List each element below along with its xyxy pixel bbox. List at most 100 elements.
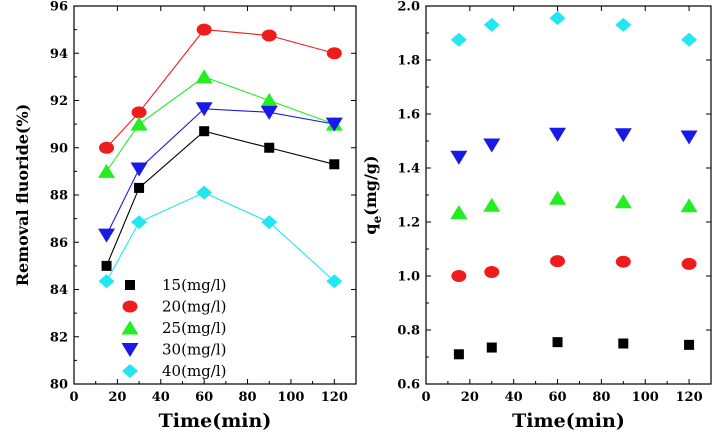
series-1 [101,126,340,271]
data-point [681,32,698,47]
y-axis-label-unit: (mg/g) [361,155,380,215]
data-point [326,274,343,289]
series-5 [98,185,343,289]
y-tick-label: 92 [50,94,68,109]
data-point [195,69,213,84]
y-tick-label: 0.6 [397,378,420,393]
legend-label: 40(mg/l) [162,362,226,380]
x-tick-label: 40 [152,390,170,405]
legend-marker [122,300,138,313]
data-point [261,29,277,42]
series-4 [450,127,698,165]
data-point [98,163,116,178]
data-point [681,257,697,270]
data-point [614,128,632,143]
series-2 [451,255,697,282]
series-3 [450,190,698,220]
data-point [684,339,695,350]
data-point [484,265,500,278]
x-tick-label: 40 [505,390,523,405]
legend-marker [122,364,138,378]
y-tick-label: 84 [50,283,68,298]
data-point [453,349,464,360]
data-point [196,185,213,200]
data-point [483,17,500,32]
data-point [196,23,212,36]
legend-marker [121,320,139,335]
data-point [618,338,629,349]
legend-item: 20(mg/l) [122,298,226,316]
y-tick-label: 86 [50,236,68,251]
y-axis-label-subscript: e [370,215,384,223]
data-point [550,255,566,268]
data-point [199,126,210,137]
chart-2: 0 20 40 60 80 100 120 0.6 0.8 1.0 1.2 1.4 1.6 1.8 2.0 T… [361,0,712,432]
x-tick-label: 120 [676,390,703,405]
legend-item: 40(mg/l) [122,362,226,380]
legend-marker [121,343,139,357]
series-4 [98,102,343,243]
data-point [98,274,115,289]
data-point [549,11,566,26]
data-point [260,105,278,120]
y-tick-label: 94 [50,47,68,62]
y-tick-label: 82 [50,330,68,345]
data-point [680,198,698,213]
data-point [680,130,698,145]
y-axis-label-main: q [361,223,380,234]
legend-label: 30(mg/l) [162,341,226,359]
y-tick-label: 96 [50,0,68,15]
data-point [450,32,467,47]
data-point [486,342,497,353]
legend-label: 20(mg/l) [162,298,226,316]
x-tick-label: 100 [277,390,304,405]
y-tick-label: 1.4 [397,162,420,177]
y-tick-label: 80 [50,378,68,393]
data-point [326,47,342,60]
x-tick-label: 60 [195,390,213,405]
legend: 15(mg/l) 20(mg/l) 25(mg/l) 30(mg/l) 40(mg/l) [121,276,226,380]
data-point [450,150,468,165]
data-point [261,215,278,230]
data-point [260,93,278,107]
x-tick-label: 0 [421,390,430,405]
series-1 [453,337,695,360]
data-point [615,17,632,32]
y-tick-label: 0.8 [397,324,420,339]
data-point [99,141,115,154]
y-tick-label: 1.0 [397,270,420,285]
x-tick-label: 80 [592,390,610,405]
x-tick-label: 20 [108,390,126,405]
legend-item: 15(mg/l) [125,276,226,294]
y-axis-label: qe(mg/g) [361,155,384,234]
data-point [552,337,563,348]
data-point [483,197,501,212]
data-point [614,194,632,209]
data-point [131,215,148,230]
data-point [329,159,340,170]
data-point [549,190,567,205]
y-tick-label: 90 [50,141,68,156]
legend-label: 15(mg/l) [162,276,226,294]
data-point [130,162,148,177]
x-tick-label: 120 [321,390,348,405]
data-point [450,205,468,220]
data-point [549,127,567,142]
data-point [615,255,631,268]
series-line [106,130,335,267]
series-5 [450,11,698,47]
legend-item: 30(mg/l) [121,341,226,359]
y-tick-label: 88 [50,189,68,204]
data-point [451,270,467,282]
series-3 [98,69,343,178]
y-tick-label: 1.6 [397,108,420,123]
chart-1: 0 20 40 60 80 100 120 80 82 84 86 88 90 92 94 96 Time(mi… [13,0,357,432]
y-tick-label: 2.0 [397,0,420,15]
data-point [134,182,145,193]
series-line [106,192,335,282]
legend-marker [125,280,135,290]
legend-item: 25(mg/l) [121,319,226,337]
data-point [483,138,501,153]
x-tick-label: 100 [632,390,659,405]
